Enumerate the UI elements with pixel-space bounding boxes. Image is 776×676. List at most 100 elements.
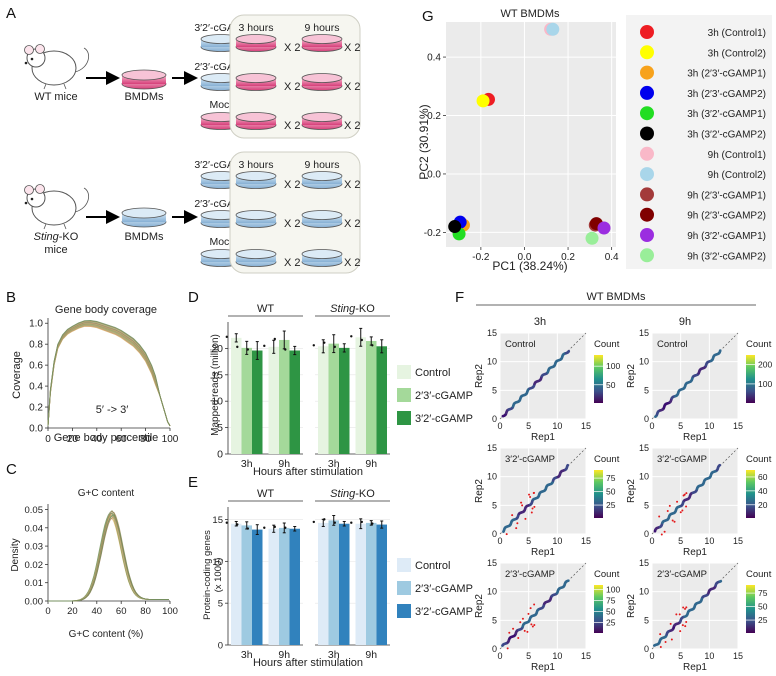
panel-f-colorbar-label: 50 [606, 380, 616, 390]
panel-e-bar [289, 528, 300, 645]
ko-mouse-icon [24, 184, 90, 230]
panel-d-facet-label-italic: Sting [330, 303, 356, 315]
panel-e-protein-coding-genes: WT 3h 9h Sting-KO 3h 9h 0 5 10 15 Control 2′3′-cGAM… [202, 488, 473, 669]
panel-c-density-line [48, 512, 169, 602]
ko-replicate-label: X 2 [284, 179, 301, 191]
panel-d-mean-dot [273, 337, 276, 341]
panel-f-ytick-label: 15 [639, 443, 649, 453]
panel-d-xlabel: Hours after stimulation [253, 466, 363, 478]
ko-time-dish-3h-icon [235, 210, 277, 228]
panel-letter-f: F [455, 289, 464, 306]
panel-e-ytick-label: 0 [218, 641, 223, 652]
panel-g-ytick-label: 0.4 [427, 53, 441, 64]
panel-g-legend-marker [640, 85, 654, 100]
panel-g-ytick-label: -0.2 [424, 228, 442, 239]
panel-f-outlier-point [506, 647, 509, 650]
panel-e-legend-swatch [397, 604, 411, 618]
ko-replicate-label: X 2 [284, 257, 301, 269]
panel-f-subplot: 00 5 5 10 10 15 15 3′2′-cGAMP Rep1 Rep2 Count 25 50 7… [474, 443, 620, 558]
ko-time-dish-9h-icon [301, 210, 343, 228]
panel-d-ytick-label: 15 [211, 369, 223, 381]
panel-f-outlier-point [679, 630, 682, 633]
panel-b-xtick-label: 80 [140, 434, 152, 445]
panel-f-ytick-label: 5 [644, 500, 649, 510]
panel-f-subplot: 00 5 5 10 10 15 15 2′3′-cGAMP Rep1 Rep2 Count 25 50 7… [626, 558, 772, 673]
panel-e-mean-dot [284, 526, 287, 529]
panel-d-bar [328, 343, 339, 454]
panel-f-colorbar-label: 20 [758, 500, 768, 510]
panel-d-legend-swatch [397, 411, 411, 425]
panel-d-bar [376, 346, 387, 454]
ko-time-dish-3h-icon-top [235, 210, 277, 220]
wt-time-dish-3h-icon-top [235, 34, 277, 44]
panel-f-outlier-point [684, 607, 687, 610]
panel-d-xtick-label: 9h [365, 458, 377, 470]
ko-time-dish-3h-icon-top [235, 249, 277, 259]
panel-f-outlier-point [682, 606, 685, 609]
panel-b-ytick-label: 0.6 [29, 361, 43, 372]
panel-e-mean-dot [273, 525, 276, 529]
panel-g-legend-marker [640, 45, 654, 60]
panel-f-ytick-label: 5 [644, 615, 649, 625]
panel-f-colorbar-label: 50 [606, 487, 616, 497]
panel-f-colorbar [746, 585, 755, 633]
panel-g-legend-marker [640, 65, 654, 80]
panel-f-point [718, 349, 722, 352]
panel-b-ytick-label: 1.0 [29, 319, 43, 330]
panel-f-xtick-label: 10 [552, 651, 562, 661]
panel-g-legend-marker [640, 146, 654, 161]
panel-e-bar [339, 523, 350, 645]
panel-e-bar [366, 522, 377, 645]
panel-b-xlabel: Gene body percentile [54, 432, 159, 444]
panel-e-facet-label-rest: -KO [355, 488, 375, 500]
panel-d-facet-label-rest: -KO [355, 303, 375, 315]
panel-d-facet-label: Sting-KO [330, 303, 375, 315]
panel-g-legend-marker [640, 187, 654, 202]
panel-f-outlier-point [530, 511, 533, 514]
panel-f-outlier-point [521, 617, 524, 620]
panel-d-legend-label: Control [415, 367, 450, 379]
panel-g-xtick-label: 0.2 [561, 252, 575, 263]
ko-time-dish-9h-icon [301, 249, 343, 267]
panel-f-ytick-label: 0 [644, 644, 649, 654]
panel-e-bar [328, 520, 339, 645]
panel-f-outlier-point [523, 629, 526, 632]
panel-f-colorbar-label: 100 [606, 584, 620, 594]
panel-f-colorbar-label: 25 [606, 617, 616, 627]
wt-treatment-label-3: Mock [209, 99, 235, 111]
panel-f-outlier-point [529, 607, 532, 610]
panel-e-legend-label: 2′3′-cGAMP [415, 583, 473, 595]
panel-e-xtick-label: 9h [278, 649, 290, 661]
panel-f-colorbar-label: 25 [606, 500, 616, 510]
panel-d-bar [268, 346, 279, 454]
ko-time-label-2: 9 hours [304, 159, 339, 171]
panel-f-xtick-label: 10 [704, 536, 714, 546]
panel-e-facet-label: Sting-KO [330, 488, 375, 500]
panel-d-legend-label: 2′3′-cGAMP [415, 390, 473, 402]
panel-f-outlier-point [685, 606, 688, 609]
panel-f-ytick-label: 15 [487, 558, 497, 568]
panel-d-mean-dot [350, 335, 353, 338]
panel-f-outlier-point [524, 517, 527, 520]
panel-f-outlier-point [526, 630, 529, 633]
panel-f-xtick-label: 15 [733, 651, 743, 661]
wt-time-dishes: X 2 X 2 X 2 X 2 X 2 X 2 [235, 34, 361, 132]
panel-e-xlabel: Hours after stimulation [253, 657, 363, 669]
panel-e-ylabel-1: Protein-coding genes [202, 530, 213, 620]
panel-g-ylabel: PC2 (30.91%) [417, 104, 431, 179]
panel-f-outlier-point [668, 504, 671, 507]
wt-time-dish-3h-icon [235, 34, 277, 52]
panel-e-bar [241, 525, 252, 645]
panel-f-colorbar-label: 75 [758, 588, 768, 598]
panel-e-mean-dot [312, 520, 315, 524]
panel-f-outlier-point [679, 511, 682, 514]
panel-f-outlier-point [519, 621, 522, 624]
panel-f-colorbar-label: 50 [758, 602, 768, 612]
panel-f-outlier-point [533, 505, 536, 508]
panel-f-outlier-point [659, 645, 662, 648]
panel-g-point [448, 220, 462, 234]
panel-f-ytick-label: 0 [492, 414, 497, 424]
panel-b-ytick-label: 0.4 [29, 382, 43, 393]
panel-f-xtick-label: 5 [526, 421, 531, 431]
panel-d-bar [252, 350, 263, 454]
